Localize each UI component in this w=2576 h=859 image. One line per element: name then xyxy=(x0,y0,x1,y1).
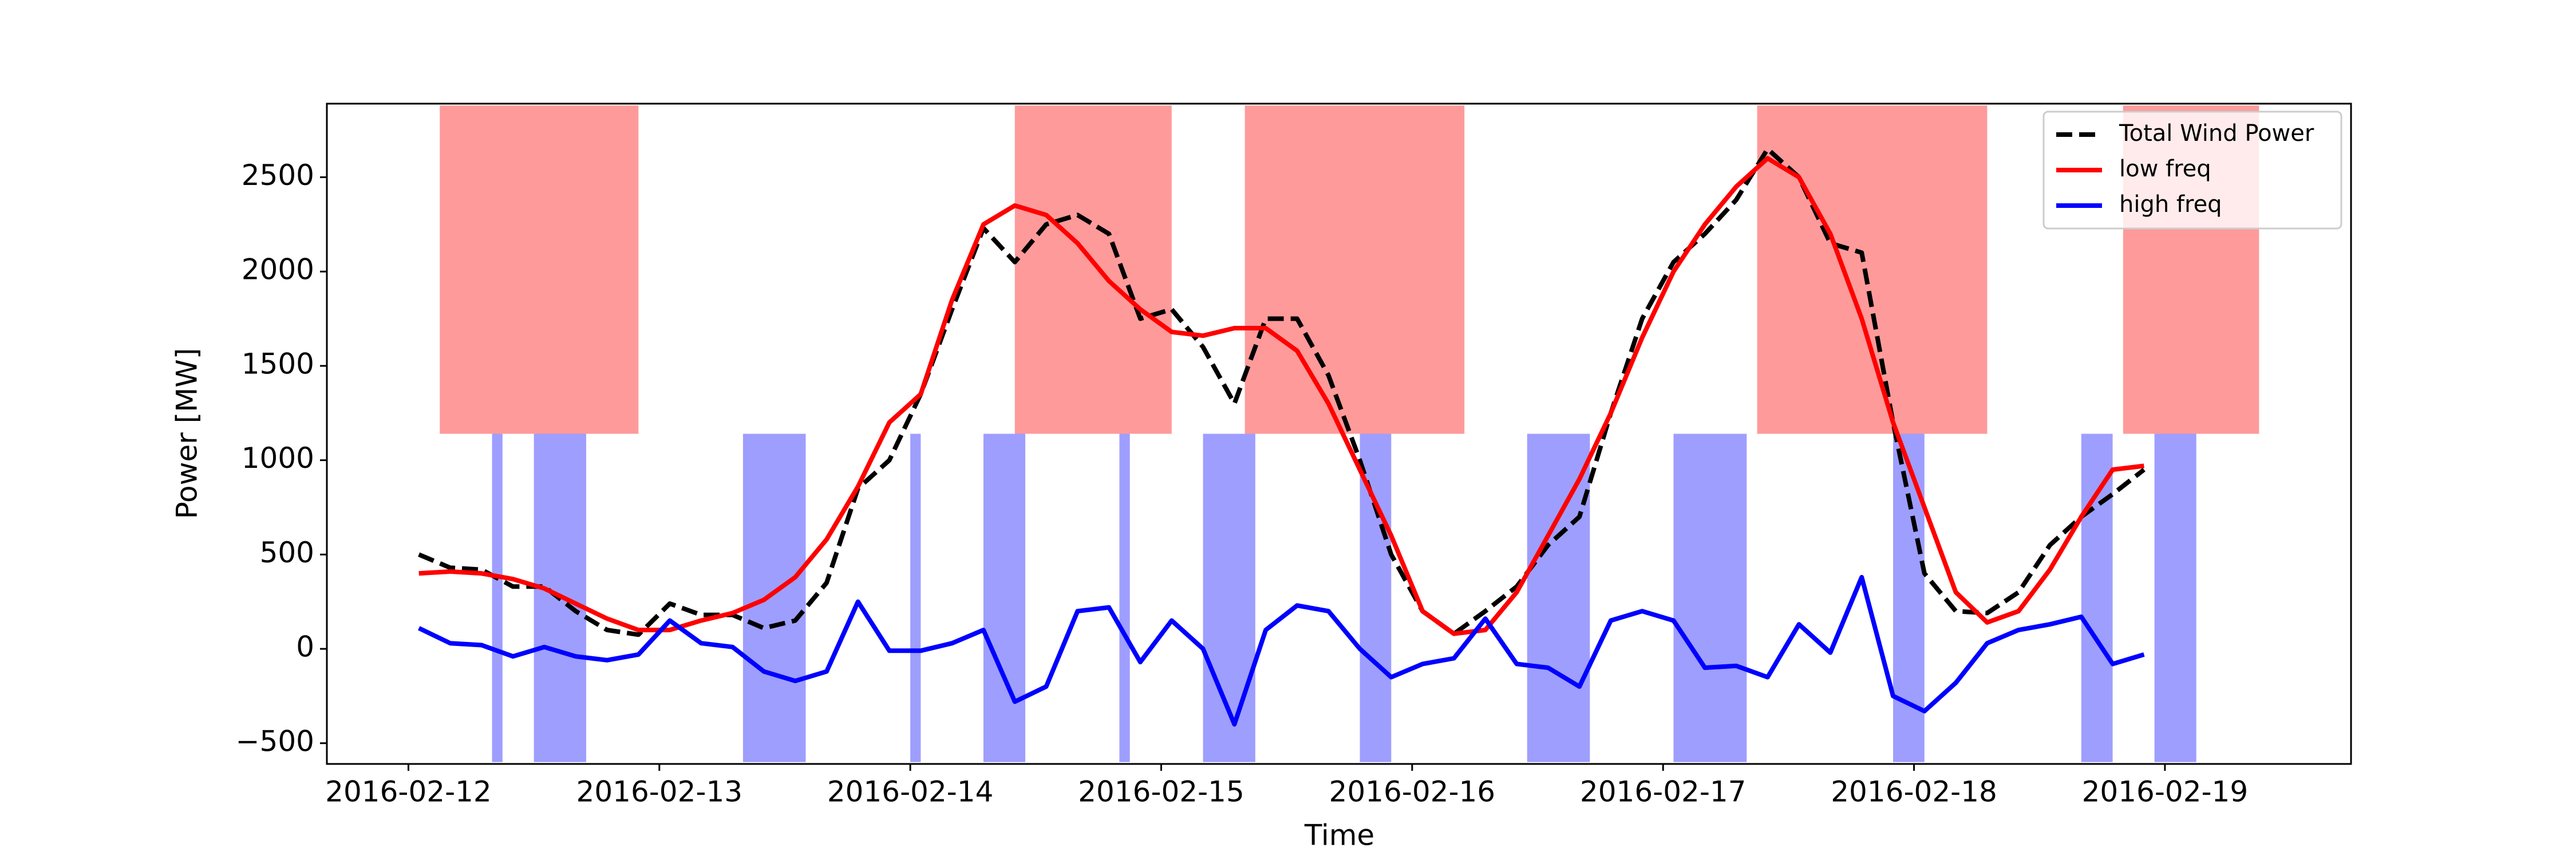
x-tick-label: 2016-02-13 xyxy=(576,775,743,809)
x-tick-label: 2016-02-18 xyxy=(1831,775,1997,809)
highlight-span xyxy=(1527,434,1590,762)
x-axis-label: Time xyxy=(1304,819,1374,852)
x-tick-label: 2016-02-12 xyxy=(325,775,492,809)
highlight-span xyxy=(440,105,639,434)
legend-label: low freq xyxy=(2119,156,2211,182)
highlight-span xyxy=(1119,434,1130,762)
series-line xyxy=(418,156,2144,636)
x-tick-label: 2016-02-15 xyxy=(1078,775,1244,809)
y-tick-label: 0 xyxy=(296,631,314,664)
x-tick-label: 2016-02-17 xyxy=(1580,775,1747,809)
x-tick-label: 2016-02-14 xyxy=(827,775,994,809)
plot-frame xyxy=(326,103,2352,765)
highlight-span xyxy=(1014,105,1172,434)
highlight-span xyxy=(983,434,1026,762)
y-tick-label: 2000 xyxy=(242,253,314,286)
highlight-span xyxy=(1893,434,1925,762)
x-tick-label: 2016-02-16 xyxy=(1329,775,1496,809)
series-line xyxy=(418,147,2146,637)
highlight-span xyxy=(492,434,503,762)
legend-label: Total Wind Power xyxy=(2119,120,2314,147)
highlight-span xyxy=(1757,105,1988,434)
y-tick-label: 500 xyxy=(260,536,314,569)
highlight-span xyxy=(2081,434,2113,762)
highlight-span xyxy=(1673,434,1747,762)
y-tick-label: 1000 xyxy=(242,442,314,475)
y-tick-label: −500 xyxy=(236,724,314,758)
series-line xyxy=(417,574,2145,727)
highlight-span xyxy=(742,434,806,762)
highlight-span xyxy=(910,434,921,762)
y-axis-label: Power [MW] xyxy=(171,348,204,519)
highlight-span xyxy=(1360,434,1392,762)
y-tick-label: 1500 xyxy=(242,347,314,380)
y-tick-label: 2500 xyxy=(242,159,314,192)
legend-box xyxy=(2042,111,2342,230)
highlight-span xyxy=(1244,105,1465,434)
highlight-span xyxy=(2154,434,2196,762)
x-tick-label: 2016-02-19 xyxy=(2082,775,2249,809)
legend-label: high freq xyxy=(2119,191,2222,218)
